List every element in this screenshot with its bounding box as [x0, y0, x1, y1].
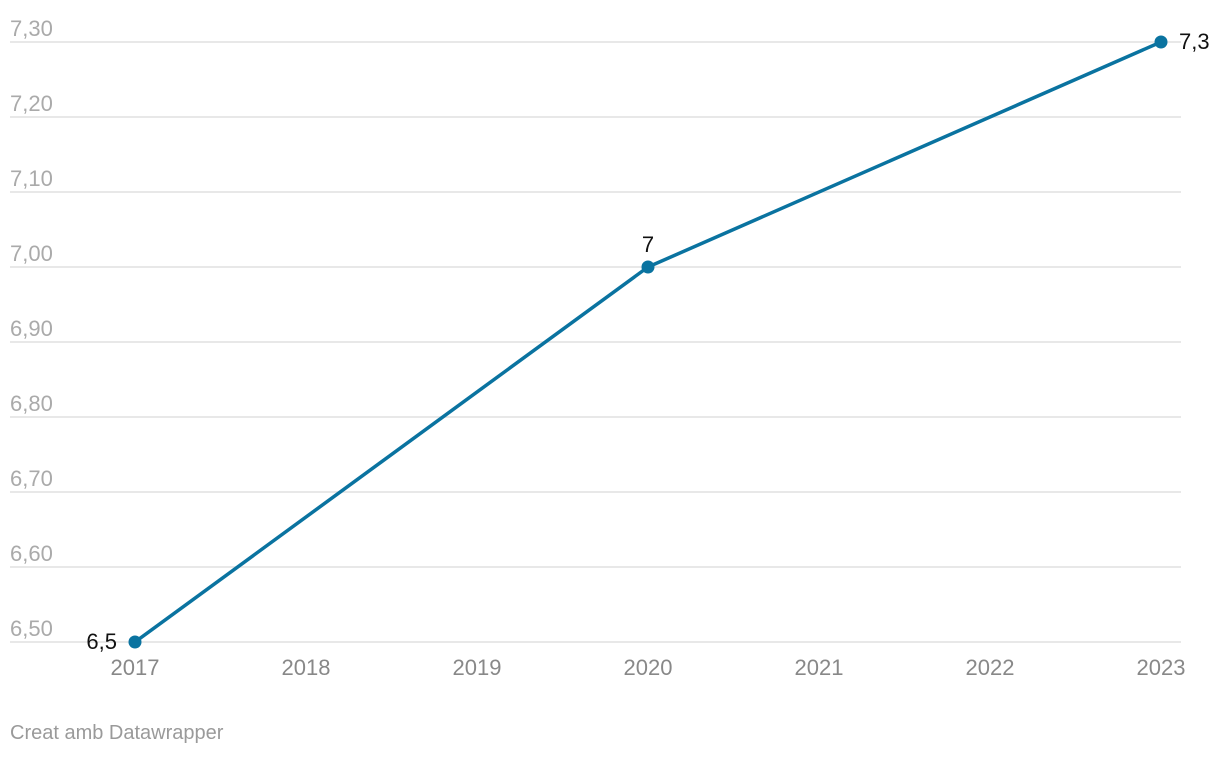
x-tick-label: 2019: [453, 655, 502, 680]
data-label: 6,5: [86, 629, 117, 654]
data-point: [641, 260, 655, 274]
y-tick-label: 6,60: [10, 541, 53, 566]
x-tick-label: 2018: [282, 655, 331, 680]
y-tick-label: 6,80: [10, 391, 53, 416]
x-tick-label: 2017: [111, 655, 160, 680]
x-tick-label: 2023: [1137, 655, 1186, 680]
data-label: 7,3: [1179, 29, 1210, 54]
y-tick-label: 7,30: [10, 16, 53, 41]
data-point: [1154, 35, 1168, 49]
y-tick-label: 7,10: [10, 166, 53, 191]
credit-text: Creat amb Datawrapper: [10, 722, 224, 744]
x-tick-label: 2021: [795, 655, 844, 680]
line-chart: 7,30 7,20 7,10 7,00 6,90 6,80 6,70 6,60 6,50 2017…: [10, 16, 1210, 680]
y-tick-label: 7,20: [10, 91, 53, 116]
data-point: [128, 635, 142, 649]
data-label: 7: [642, 232, 654, 257]
y-tick-label: 6,90: [10, 316, 53, 341]
y-tick-label: 7,00: [10, 241, 53, 266]
y-tick-label: 6,70: [10, 466, 53, 491]
y-tick-label: 6,50: [10, 616, 53, 641]
x-tick-label: 2020: [624, 655, 673, 680]
x-tick-label: 2022: [966, 655, 1015, 680]
